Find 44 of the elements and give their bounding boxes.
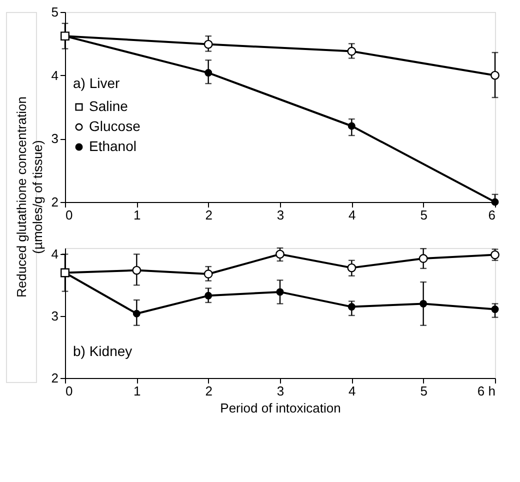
point: [276, 250, 284, 259]
point: [348, 122, 356, 130]
point: [276, 288, 284, 296]
x-tick-label: 5: [420, 384, 428, 398]
text: a) Liver: [73, 75, 120, 92]
x-tick-label: 2: [205, 208, 212, 222]
point: [491, 306, 499, 314]
y-tick-label: 2: [51, 370, 58, 386]
text: b) Kidney: [73, 343, 132, 359]
y-tick-label: 3: [51, 131, 58, 146]
x-tick-label: 6 h: [477, 384, 496, 398]
point: [347, 263, 356, 272]
x-tick-label: 1: [134, 384, 141, 398]
y-tick-label: 4: [51, 246, 58, 262]
x-axis-title: Period of intoxication: [220, 400, 341, 416]
x-tick-label: 4: [348, 384, 356, 398]
legend-label: Saline: [89, 98, 128, 114]
point: [347, 46, 356, 56]
x-tick-label: 1: [134, 208, 141, 222]
point: [348, 303, 356, 311]
x-tick-label: 4: [348, 208, 356, 222]
point: [132, 266, 142, 275]
point: [490, 70, 500, 80]
x-tick-label: 0: [66, 384, 73, 398]
point: [418, 254, 428, 263]
y-tick-label: 5: [51, 4, 58, 20]
x-tick-label: 3: [276, 384, 284, 398]
x-tick-label: 6: [488, 208, 496, 222]
point: [204, 69, 212, 77]
x-tick-label: 0: [66, 208, 73, 222]
point: [420, 300, 428, 308]
y-tick-label: 3: [51, 308, 58, 324]
y-tick-label: 2: [51, 194, 58, 210]
y-tick-label: 4: [51, 68, 58, 83]
point: [204, 40, 213, 49]
legend-label: Glucose: [89, 118, 141, 134]
y-axis-title: Reduced glutathione concentration (µmoles/g of tissue): [14, 96, 45, 298]
legend-label: Ethanol: [89, 138, 136, 154]
point: [204, 292, 212, 300]
x-tick-label: 2: [205, 384, 212, 398]
point: [132, 310, 140, 318]
x-tick-label: 3: [276, 208, 284, 222]
x-tick-label: 5: [420, 208, 428, 222]
point: [204, 270, 213, 278]
